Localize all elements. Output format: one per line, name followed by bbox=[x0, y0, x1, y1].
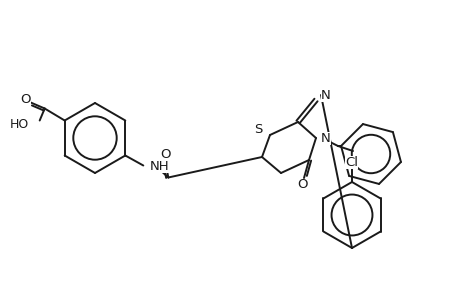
Text: NH: NH bbox=[149, 160, 168, 173]
Text: S: S bbox=[254, 122, 263, 136]
Text: O: O bbox=[297, 178, 308, 191]
Text: HO: HO bbox=[10, 118, 28, 131]
Text: O: O bbox=[160, 148, 170, 161]
Text: N: N bbox=[320, 131, 330, 145]
Text: Cl: Cl bbox=[345, 155, 358, 169]
Text: N: N bbox=[320, 88, 330, 101]
Text: O: O bbox=[20, 93, 31, 106]
